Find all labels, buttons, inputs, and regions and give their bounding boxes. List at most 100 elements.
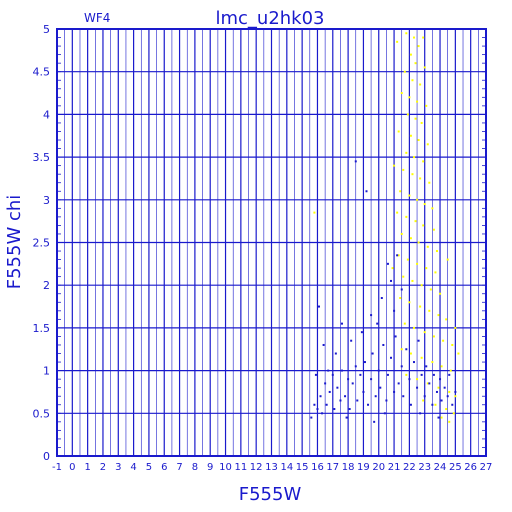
data-point [437,416,440,419]
data-point [316,408,319,411]
data-point [334,352,337,355]
data-point [374,395,377,398]
y-tick-label: 1.5 [33,322,51,335]
data-point [445,408,448,411]
data-point [336,386,339,389]
data-point [431,403,434,406]
y-axis-label: F555W chi [4,195,25,290]
data-point [393,164,396,167]
data-point [426,143,429,146]
data-point [350,339,353,342]
data-point [313,211,316,214]
data-point [396,254,399,257]
y-tick-label: 3 [43,194,50,207]
data-point [434,403,437,406]
data-point [393,309,396,312]
data-point [416,262,419,265]
data-point [390,356,393,359]
x-tick-label: 22 [403,462,416,473]
y-tick-label: 1 [43,365,50,378]
data-point [313,403,316,406]
data-point [423,395,426,398]
data-point [339,399,342,402]
data-point [409,134,412,137]
data-point [405,215,408,218]
data-point [422,399,425,402]
x-tick-label: 15 [296,462,309,473]
data-point [451,343,454,346]
data-point [367,403,370,406]
data-point [359,373,362,376]
data-point [409,403,412,406]
data-point [440,416,443,419]
data-point [420,373,423,376]
data-point [371,352,374,355]
data-point [443,386,446,389]
data-point [414,117,417,120]
data-point [409,352,412,355]
data-point [317,305,320,308]
data-point [428,309,431,312]
data-point [411,79,414,82]
data-point [429,288,432,291]
data-point [425,104,428,107]
x-tick-label: 18 [342,462,355,473]
x-tick-label: 25 [449,462,462,473]
x-tick-label: 23 [418,462,431,473]
data-point [405,32,408,35]
data-point [362,390,365,393]
data-point [431,361,434,364]
data-point [385,399,388,402]
data-point [380,297,383,300]
data-point [416,378,419,381]
data-point [437,386,440,389]
data-point [439,292,442,295]
data-point [399,190,402,193]
data-point [310,416,313,419]
data-point [428,382,431,385]
data-point [391,267,394,270]
data-point [400,92,403,95]
x-tick-label: 24 [434,462,447,473]
data-point [412,36,415,39]
data-point [400,348,403,351]
data-point [409,53,412,56]
x-tick-label: 9 [207,462,213,473]
data-point [325,403,328,406]
data-point [423,203,426,206]
data-point [351,382,354,385]
data-point [397,382,400,385]
data-point [403,70,406,73]
data-point [446,395,449,398]
chart-title: lmc_u2hk03 [215,8,324,29]
data-point [454,395,457,398]
y-tick-label: 3.5 [33,151,51,164]
data-point [383,412,386,415]
series-blue-points [310,160,457,423]
x-tick-label: 14 [280,462,293,473]
data-point [457,352,460,355]
data-point [396,40,399,43]
data-point [448,390,451,393]
data-point [376,322,379,325]
data-point [435,390,438,393]
data-point [420,284,423,287]
data-point [321,412,324,415]
data-point [354,365,357,368]
data-point [448,373,451,376]
data-point [406,113,409,116]
data-point [370,314,373,317]
data-point [417,241,420,244]
x-tick-label: 27 [480,462,493,473]
data-point [425,365,428,368]
data-point [439,378,442,381]
x-tick-label: -1 [52,462,62,473]
data-point [428,181,431,184]
data-point [419,177,422,180]
data-point [445,318,448,321]
data-point [408,378,411,381]
data-point [405,151,408,154]
data-point [440,399,443,402]
x-tick-label: 0 [69,462,75,473]
data-point [417,339,420,342]
